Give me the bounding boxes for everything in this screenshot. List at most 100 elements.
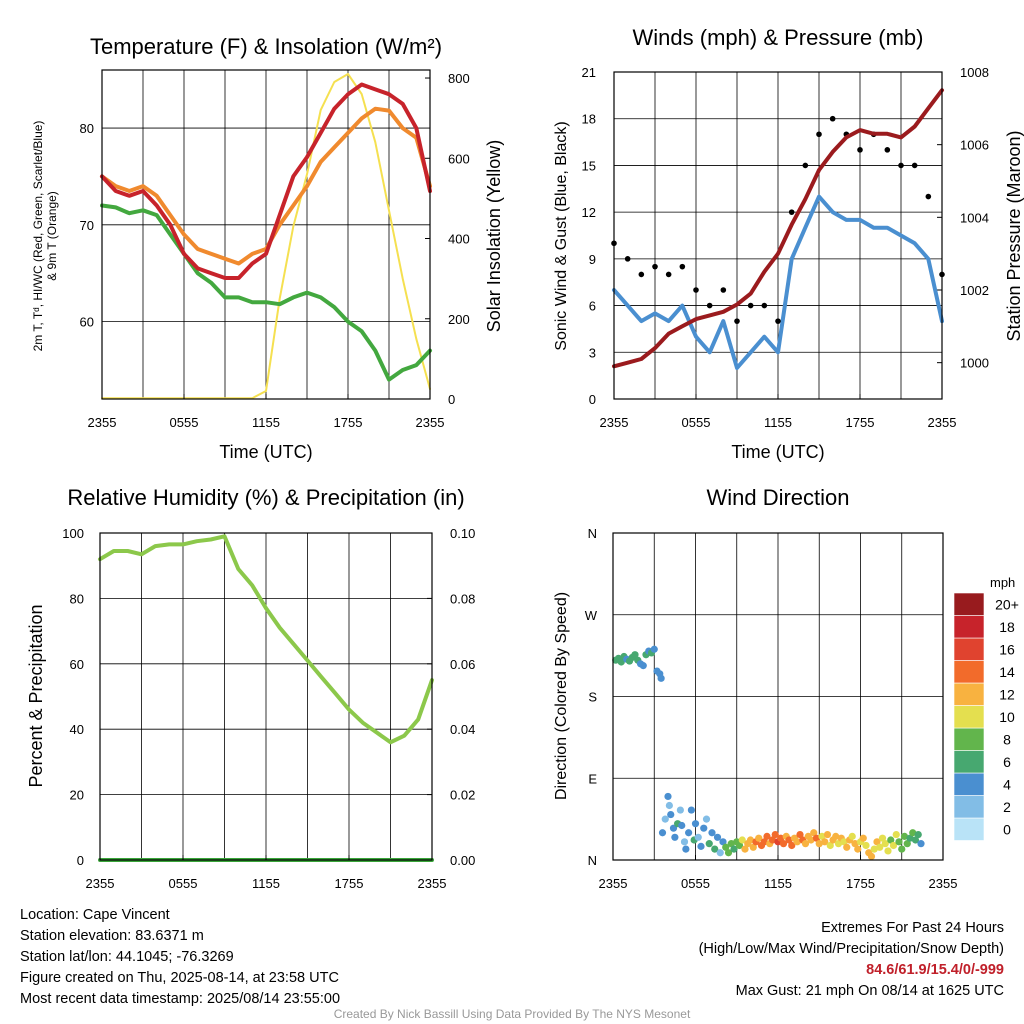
direction-point [909,829,917,837]
max-gust-text: Max Gust: 21 mph On 08/14 at 1625 UTC [735,983,1004,999]
y-tick-label: 80 [70,591,84,606]
legend-swatch [953,592,985,616]
direction-point [676,806,684,814]
legend-swatch [953,772,985,796]
direction-point [873,838,881,846]
direction-point [812,834,821,842]
winds-pressure-panel: Winds (mph) & Pressure (mb) 0 3 6 9 12 15 18 21 1… [553,25,1024,462]
direction-point [680,838,689,846]
direction-point [889,841,898,850]
y-tick-label: 100 [62,526,84,541]
series-line [98,534,434,745]
data-point [829,115,836,122]
direction-point [685,829,693,837]
direction-point [711,845,719,853]
legend-swatch [953,637,985,661]
direction-point [738,836,746,844]
x-tick-label: 2355 [418,876,447,891]
y-right-tick-label: 0.02 [450,788,475,803]
data-point [720,287,727,293]
series-line [612,194,944,370]
y-right-tick-label: 0.08 [450,591,475,606]
x-tick-label: 1155 [252,876,280,891]
direction-point [895,838,903,846]
extremes-info: Extremes For Past 24 Hours (High/Low/Max… [699,918,1004,1002]
direction-point [705,840,713,848]
direction-point [892,830,900,839]
direction-point [741,845,749,853]
direction-point [815,840,823,848]
y-tick-label: 60 [80,315,94,330]
y-right-tick-label: 200 [448,312,470,327]
direction-point [870,845,878,853]
direction-point [788,841,796,850]
direction-point [840,838,848,846]
y-tick-label: W [585,608,598,623]
direction-point [730,845,738,853]
legend-label: 14 [999,664,1015,680]
legend-label: 16 [999,641,1015,657]
legend-label: 0 [1003,821,1011,837]
x-tick-label: 1755 [846,876,875,891]
direction-point [768,836,777,844]
direction-point [650,645,658,653]
x-axis-label: Time (UTC) [219,442,312,462]
station-info: Location: Cape Vincent Station elevation… [20,905,340,1010]
x-tick-label: 1755 [334,415,363,430]
x-tick-label: 1155 [764,876,792,891]
x-axis-label: Time (UTC) [731,442,824,462]
direction-point [777,834,785,842]
direction-point [657,674,665,682]
data-point [747,302,754,309]
series-line [100,203,432,382]
y-tick-label: 0 [77,853,84,868]
data-point [679,263,686,270]
extremes-fields: (High/Low/Max Wind/Precipitation/Snow De… [698,941,1004,957]
y-right-tick-label: 0.10 [450,526,475,541]
x-tick-label: 2355 [599,876,628,891]
y-right-axis-label: Station Pressure (Maroon) [1004,130,1024,341]
legend-label: 20+ [995,596,1019,612]
data-point [693,287,699,293]
direction-point [903,840,911,848]
x-tick-label: 1155 [252,415,280,430]
series-line [101,73,431,400]
y-tick-label: 60 [70,657,84,672]
direction-point [617,658,625,666]
direction-point [843,843,851,851]
series-line [612,88,944,369]
direction-point [851,840,859,848]
x-tick-label: 0555 [170,415,199,430]
y-tick-label: 21 [582,65,596,80]
direction-point [818,832,826,840]
legend-label: 18 [999,619,1015,635]
humidity-precip-panel: Relative Humidity (%) & Precipitation (i… [26,485,475,891]
legend-label: 10 [999,709,1015,725]
y-tick-label: N [588,526,597,541]
chart-title: Temperature (F) & Insolation (W/m²) [90,34,442,59]
data-point [665,271,672,278]
direction-point [911,836,920,844]
direction-point [823,830,832,839]
direction-point [749,843,757,851]
legend-swatch [953,817,985,841]
data-point [898,162,904,169]
x-tick-label: 1155 [764,415,792,430]
direction-point [697,842,705,850]
legend-swatch [953,705,985,729]
elevation-text: Station elevation: 83.6371 m [20,928,204,944]
y-right-tick-label: 1004 [960,210,989,225]
data-point [884,147,891,153]
direction-point [700,824,708,832]
direction-point [914,830,922,839]
y-right-tick-label: 0 [448,392,455,407]
y-right-tick-label: 1008 [960,65,989,80]
direction-point [826,841,834,850]
legend-swatch [953,795,985,819]
direction-point [719,838,727,846]
data-point [857,147,863,153]
data-point [638,271,645,278]
data-point [652,263,658,270]
